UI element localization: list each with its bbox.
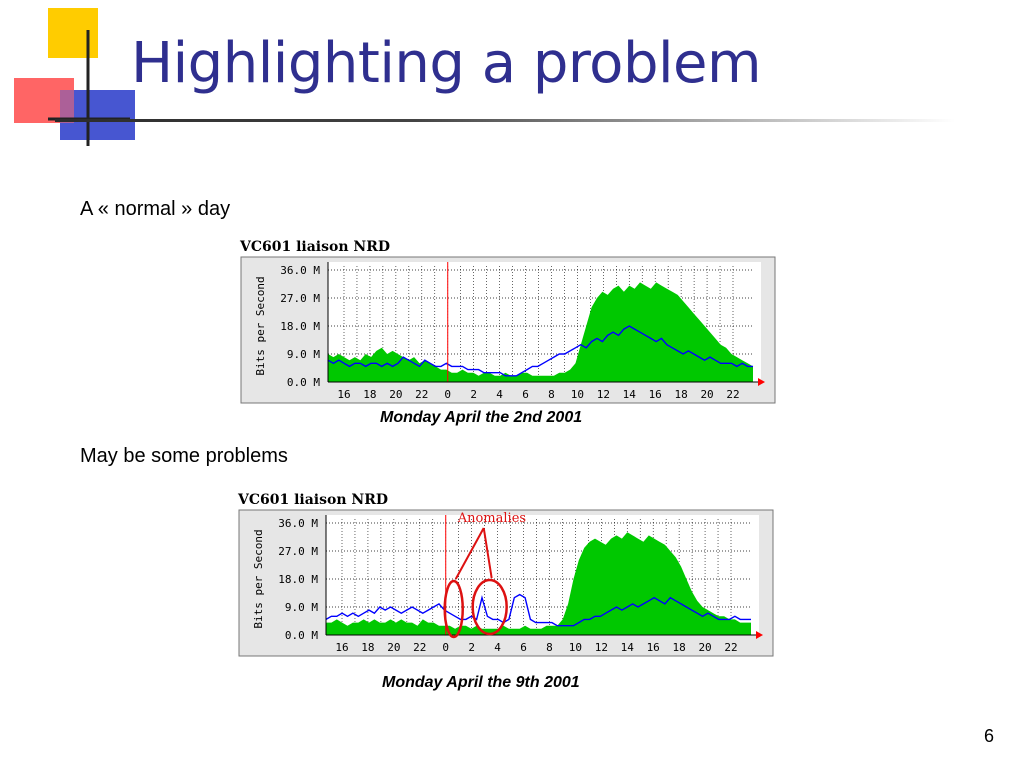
x-axis-arrow: [758, 378, 765, 386]
anomaly-ellipse: [443, 579, 464, 639]
y-tick-label: 18.0 M: [280, 320, 320, 333]
x-tick-label: 6: [520, 641, 527, 654]
x-tick-label: 12: [597, 388, 610, 401]
x-tick-label: 20: [698, 641, 711, 654]
x-tick-label: 2: [468, 641, 475, 654]
section-problems: May be some problems: [80, 445, 288, 467]
slide-logo: [14, 8, 135, 146]
chart-title: VC601 liaison NRD: [237, 492, 388, 508]
x-tick-label: 16: [647, 641, 660, 654]
y-tick-label: 36.0 M: [280, 264, 320, 277]
x-tick-label: 2: [470, 388, 477, 401]
x-tick-label: 14: [621, 641, 635, 654]
x-tick-label: 22: [726, 388, 739, 401]
x-tick-label: 6: [522, 388, 529, 401]
x-tick-label: 16: [337, 388, 350, 401]
y-tick-label: 18.0 M: [278, 573, 318, 586]
y-tick-label: 9.0 M: [285, 601, 318, 614]
slide-title: Highlighting a problem: [131, 31, 762, 96]
x-tick-label: 22: [724, 641, 737, 654]
x-axis-arrow: [756, 631, 763, 639]
x-tick-label: 18: [675, 388, 688, 401]
x-tick-label: 4: [496, 388, 503, 401]
chart-problem-day: VC601 liaison NRD Bits per Second 36.0 M 27…: [237, 492, 774, 657]
x-tick-label: 16: [649, 388, 662, 401]
x-tick-label: 12: [595, 641, 608, 654]
series-area-in: [328, 282, 753, 382]
x-tick-label: 0: [444, 388, 451, 401]
y-axis-label: Bits per Second: [254, 276, 267, 375]
x-tick-label: 18: [361, 641, 374, 654]
x-tick-label: 18: [673, 641, 686, 654]
y-tick-label: 27.0 M: [280, 292, 320, 305]
chart-normal-day-caption: Monday April the 2nd 2001: [380, 409, 583, 426]
x-tick-label: 20: [700, 388, 713, 401]
y-tick-label: 0.0 M: [287, 376, 320, 389]
series-line-out: [325, 593, 751, 627]
series-area-in: [326, 532, 751, 635]
y-tick-label: 9.0 M: [287, 348, 320, 361]
chart-title: VC601 liaison NRD: [239, 239, 390, 255]
x-tick-label: 20: [389, 388, 402, 401]
anomaly-ellipse: [471, 578, 508, 636]
x-tick-label: 10: [569, 641, 582, 654]
y-tick-label: 36.0 M: [278, 517, 318, 530]
anomaly-arrow: [482, 527, 493, 579]
x-tick-label: 22: [413, 641, 426, 654]
x-tick-label: 14: [623, 388, 637, 401]
anomaly-arrow: [454, 527, 485, 580]
x-tick-label: 4: [494, 641, 501, 654]
x-tick-label: 10: [571, 388, 584, 401]
title-underline: [55, 119, 955, 122]
x-tick-label: 0: [442, 641, 449, 654]
x-tick-label: 22: [415, 388, 428, 401]
chart-normal-day: VC601 liaison NRD Bits per Second 36.0 M 27…: [239, 239, 776, 404]
x-tick-label: 20: [387, 641, 400, 654]
y-axis-label: Bits per Second: [252, 529, 265, 628]
x-tick-label: 18: [363, 388, 376, 401]
chart-problem-day-caption: Monday April the 9th 2001: [382, 674, 580, 691]
page-number: 6: [983, 726, 994, 746]
y-tick-label: 0.0 M: [285, 629, 318, 642]
section-normal-day: A « normal » day: [80, 198, 231, 220]
y-tick-label: 27.0 M: [278, 545, 318, 558]
x-tick-label: 8: [546, 641, 553, 654]
series-line-out: [327, 325, 753, 377]
x-tick-label: 8: [548, 388, 555, 401]
anomaly-label: Anomalies: [457, 511, 526, 526]
x-tick-label: 16: [335, 641, 348, 654]
